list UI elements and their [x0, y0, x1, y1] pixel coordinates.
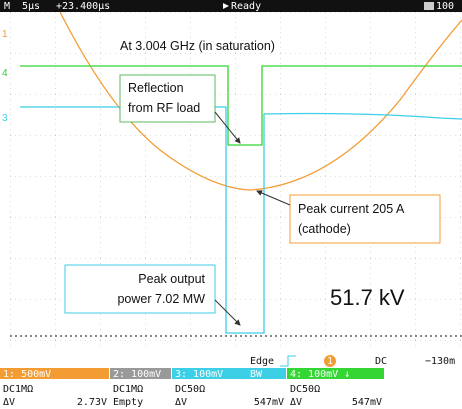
delta-label: ΔV [175, 397, 187, 408]
marker-ch4: 4 [2, 68, 8, 79]
frequency-note: At 3.004 GHz (in saturation) [120, 39, 275, 53]
delta-label: ΔV [3, 397, 15, 408]
reflection-line: Reflection [128, 81, 184, 95]
delta-value: 547mV [352, 397, 382, 408]
voltage-note: 51.7 kV [330, 285, 405, 310]
edge-icon [280, 356, 296, 366]
delta-label: ΔV [290, 397, 302, 408]
reflection-line: from RF load [128, 101, 200, 115]
scope-screen: M 5µs +23.400µs Ready 100 1 4 3 At 3.004… [0, 0, 462, 409]
timebase: 5µs [22, 1, 40, 12]
coupling: DC50Ω [290, 384, 320, 395]
coupling: DC50Ω [175, 384, 205, 395]
page: M 5µs +23.400µs Ready 100 1 4 3 At 3.004… [0, 0, 462, 409]
current-line: (cathode) [298, 222, 351, 236]
coupling: DC1MΩ [113, 384, 143, 395]
status: Ready [231, 1, 261, 12]
channel-header: 4: 100mV ↓ [290, 369, 350, 380]
record: 100 [436, 1, 454, 12]
delta-value: Empty [113, 397, 143, 408]
trigger-type: Edge [250, 356, 274, 367]
channel-header: 3: 100mV [175, 369, 223, 380]
channel-panel: 1: 500mV DC1MΩ ΔV 2.73V 2: 100mV DC1MΩ Empty 3:… [0, 368, 384, 408]
trigger-coupling: DC [375, 356, 387, 367]
delta-value: 2.73V [77, 397, 107, 408]
trigger-level: −130m [425, 356, 455, 367]
power-line: Peak output [138, 272, 205, 286]
marker-ch1: 1 [2, 29, 8, 40]
mode: M [4, 1, 10, 12]
current-line: Peak current 205 A [298, 202, 405, 216]
delay: +23.400µs [56, 1, 110, 12]
bandwidth: BW [250, 369, 263, 380]
delta-value: 547mV [254, 397, 284, 408]
channel-header: 1: 500mV [3, 369, 51, 380]
record-icon [424, 2, 434, 10]
trigger-source: 1 [327, 356, 333, 367]
coupling: DC1MΩ [3, 384, 33, 395]
marker-ch3: 3 [2, 113, 8, 124]
power-line: power 7.02 MW [117, 292, 205, 306]
channel-header: 2: 100mV [113, 369, 161, 380]
